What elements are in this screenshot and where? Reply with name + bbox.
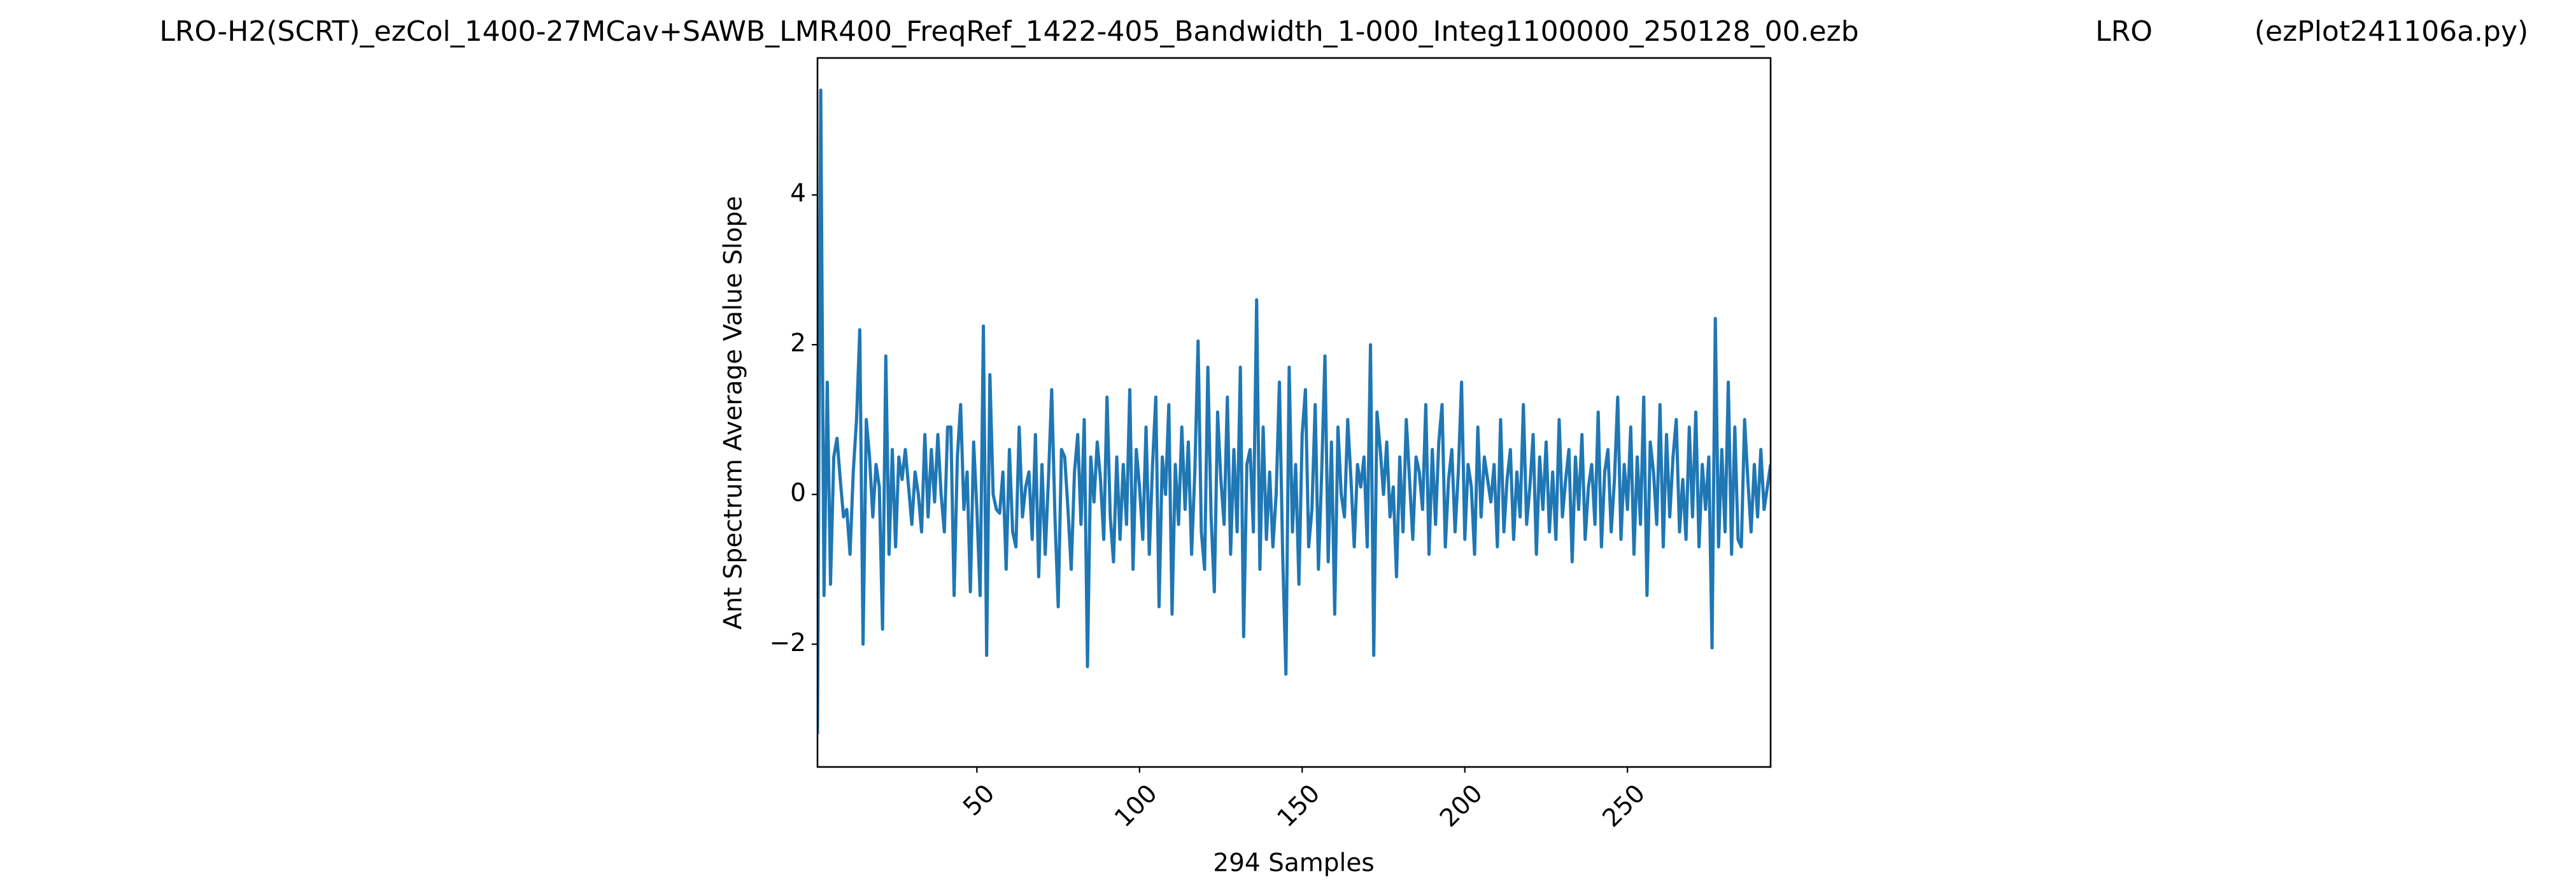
plot-area: [817, 89, 1771, 734]
chart-title: (ezPlot241106a.py): [2254, 15, 2528, 48]
y-axis-label: Ant Spectrum Average Value Slope: [719, 196, 748, 630]
y-tick-label: 2: [790, 329, 806, 358]
data-line: [817, 89, 1771, 734]
y-tick-label: −2: [770, 629, 807, 657]
x-axis-label: 294 Samples: [1213, 849, 1374, 878]
chart-title: LRO: [2095, 15, 2153, 48]
plot-frame: [816, 57, 1772, 768]
y-tick-label: 0: [790, 479, 806, 508]
chart-title: LRO-H2(SCRT)_ezCol_1400-27MCav+SAWB_LMR4…: [159, 15, 1858, 48]
y-tick-label: 4: [790, 180, 806, 208]
